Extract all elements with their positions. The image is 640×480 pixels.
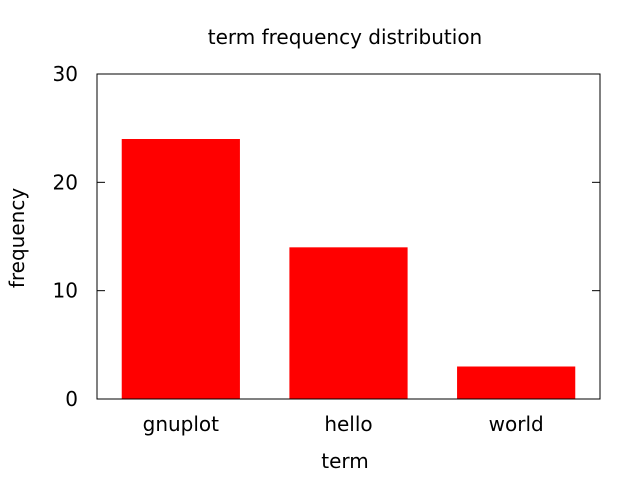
bars-layer: [121, 139, 576, 399]
x-axis-label: term: [321, 449, 369, 473]
bar-world: [457, 366, 576, 399]
x-tick-label: gnuplot: [143, 412, 220, 436]
x-tick-label: hello: [324, 412, 372, 436]
ticks-layer: gnuplot hello world 0 10 20 30: [53, 62, 600, 436]
x-tick-label: world: [489, 412, 544, 436]
bar-gnuplot: [121, 139, 240, 399]
y-tick-label: 0: [65, 387, 78, 411]
y-tick-label: 10: [53, 279, 78, 303]
bar-hello: [289, 247, 408, 399]
y-axis-label: frequency: [5, 188, 29, 288]
chart-title: term frequency distribution: [208, 25, 483, 49]
plot-frame: [96, 73, 601, 400]
y-tick-label: 20: [53, 170, 78, 194]
y-tick-label: 30: [53, 62, 78, 86]
